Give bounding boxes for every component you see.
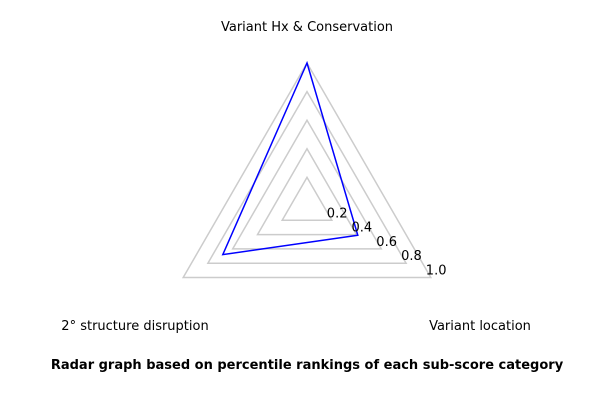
radar-series xyxy=(221,60,359,256)
ring-tick-label: 0.6 xyxy=(376,235,397,250)
grid-ring-2 xyxy=(256,147,358,236)
series-line-1 xyxy=(221,60,359,256)
grid-ring-5 xyxy=(181,61,433,279)
axis-label-variant-hx: Variant Hx & Conservation xyxy=(221,20,393,35)
ring-tick-label: 0.2 xyxy=(327,206,348,221)
axis-label-variant-location: Variant location xyxy=(429,319,531,334)
ring-tick-label: 1.0 xyxy=(426,264,447,279)
chart-caption: Radar graph based on percentile rankings… xyxy=(50,358,564,373)
axis-label-2-structure: 2° structure disruption xyxy=(61,319,208,334)
ring-tick-labels: 0.2 0.40.6 0.8 1.0 xyxy=(327,206,447,278)
ring-tick-label: 0.8 xyxy=(401,249,422,264)
ring-tick-label: 0.4 xyxy=(352,221,373,236)
grid-ring-1 xyxy=(280,175,334,222)
grid-ring-3 xyxy=(231,118,383,250)
